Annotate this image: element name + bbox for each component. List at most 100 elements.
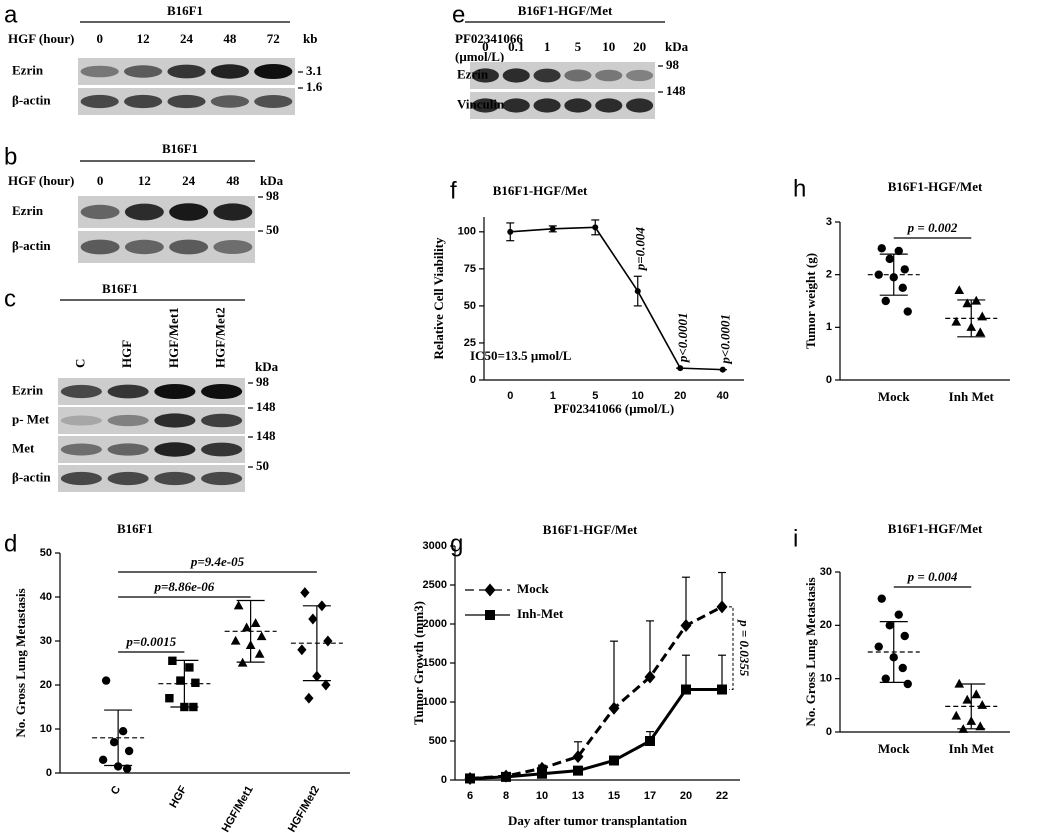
blot-band: [564, 69, 592, 82]
y-tick-label: 0: [441, 774, 447, 786]
y-tick-label: 2000: [423, 618, 447, 630]
blot-band: [210, 64, 249, 79]
panel-letter: c: [4, 285, 16, 312]
y-tick-label: 25: [464, 337, 476, 349]
blot-strip: [470, 92, 655, 119]
blot-band: [154, 413, 196, 428]
data-point: [977, 311, 988, 321]
unit-label: kDa: [665, 39, 689, 54]
data-point: [118, 727, 128, 736]
data-point: [308, 613, 318, 625]
y-tick-label: 1500: [423, 657, 447, 669]
x-tick-label: 8: [503, 790, 509, 802]
y-tick-label: 75: [464, 263, 476, 275]
data-point: [903, 679, 912, 689]
row-label: Ezrin: [12, 62, 44, 77]
annotation: p = 0.0355: [737, 619, 752, 677]
x-tick-label: HGF: [167, 784, 189, 810]
panel-letter: h: [793, 175, 806, 202]
y-tick-label: 2500: [423, 579, 447, 591]
blot-band: [626, 98, 654, 113]
y-tick-label: 50: [40, 547, 52, 559]
y-tick-label: 30: [40, 635, 52, 647]
y-tick-label: 0: [826, 374, 832, 386]
y-axis-label: Relative Cell Viability: [431, 237, 446, 360]
blot-band: [60, 443, 102, 456]
blot-band: [60, 471, 102, 486]
chart-title: B16F1-HGF/Met: [888, 179, 983, 194]
x-tick-label: 10: [632, 390, 644, 402]
data-point: [645, 736, 655, 746]
blot-band: [169, 239, 209, 255]
x-tick-label: 13: [572, 790, 584, 802]
data-point: [680, 619, 692, 633]
data-point: [898, 663, 907, 673]
blot-band: [471, 98, 499, 113]
data-point: [719, 366, 726, 373]
data-point: [122, 764, 132, 773]
blot-title: B16F1-HGF/Met: [518, 3, 613, 18]
lane-label: 48: [226, 173, 240, 188]
data-point: [98, 755, 108, 764]
size-marker: 50: [256, 458, 269, 473]
data-point: [954, 678, 965, 688]
data-point: [465, 773, 475, 784]
blot-band: [124, 203, 164, 221]
blot-band: [124, 94, 163, 109]
y-axis-label: No. Gross Lung Metastasis: [803, 577, 818, 726]
point-note: p<0.0001: [675, 312, 690, 363]
panel-letter: b: [4, 143, 17, 170]
series-line: [469, 605, 723, 780]
blot-band: [201, 413, 243, 428]
data-point: [233, 600, 244, 610]
data-point: [297, 644, 307, 656]
y-tick-label: 100: [458, 226, 476, 238]
y-tick-label: 20: [40, 679, 52, 691]
data-point: [323, 635, 333, 647]
lane-label: 48: [223, 31, 237, 46]
x-tick-label: 1: [550, 390, 556, 402]
blot-band: [124, 239, 164, 255]
data-point: [321, 679, 331, 691]
treatment-label: (μmol/L): [455, 49, 504, 64]
x-tick-label: 20: [680, 790, 692, 802]
data-point: [250, 618, 261, 627]
comparison-label: p=8.86e-06: [153, 579, 214, 594]
data-point: [165, 694, 174, 703]
blot-band: [533, 68, 561, 83]
series-line: [469, 688, 722, 780]
y-axis-label: Tumor weight (g): [803, 253, 818, 349]
data-point: [885, 254, 894, 264]
legend-label: Inh-Met: [517, 606, 564, 621]
size-marker: 98: [256, 374, 270, 389]
blot-title: B16F1: [102, 281, 138, 296]
lane-label: 5: [575, 39, 582, 54]
blot-band: [533, 98, 561, 113]
panel-letter: d: [4, 530, 17, 557]
data-point: [191, 678, 200, 687]
data-point: [962, 298, 973, 308]
data-point: [894, 610, 903, 619]
x-tick-label: 20: [674, 390, 686, 402]
x-tick-label: C: [109, 784, 123, 797]
panel-letter: e: [452, 1, 465, 28]
data-point: [717, 684, 727, 695]
x-tick-label: 5: [592, 390, 598, 402]
data-point: [894, 246, 903, 256]
data-point: [109, 738, 119, 747]
blot-band: [254, 95, 293, 108]
blot-band: [201, 383, 243, 400]
data-point: [300, 587, 310, 599]
panel-letter: g: [450, 530, 463, 557]
data-point: [507, 228, 514, 235]
blot-band: [107, 443, 149, 456]
annotation: IC50=13.5 μmol/L: [470, 348, 572, 363]
data-point: [877, 244, 886, 253]
lane-label: 1: [544, 39, 551, 54]
x-tick-label: HGF/Met1: [220, 784, 256, 833]
legend-label: Mock: [517, 581, 550, 596]
legend-symbol: [484, 583, 496, 597]
lane-label: HGF: [119, 340, 134, 368]
data-point: [881, 296, 890, 306]
data-point: [501, 771, 511, 782]
